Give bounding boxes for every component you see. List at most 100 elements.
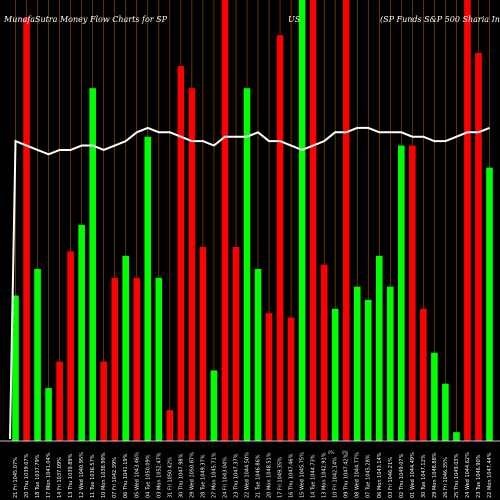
bar	[67, 251, 74, 441]
bar	[144, 136, 152, 441]
title-mid: US	[288, 15, 301, 24]
x-tick-label: 10 Mon 1038.99%	[101, 452, 107, 498]
bar	[166, 410, 174, 441]
bar	[12, 295, 19, 441]
bar	[111, 277, 119, 441]
bar	[431, 352, 438, 441]
bar	[398, 145, 405, 441]
bar	[486, 167, 493, 441]
x-tick-label: 13 Thu 1039.89%	[68, 453, 74, 498]
bar	[221, 0, 229, 441]
x-tick-label: 27 Mon 1045.71%	[211, 452, 217, 498]
bars	[12, 0, 493, 442]
x-tick-label: 03 Mon 1052.47%	[156, 452, 162, 498]
x-axis: 21 Fri 1045.07% 20 Thu 1039.07% 18 Tue 103…	[0, 440, 500, 498]
bar	[243, 88, 251, 441]
x-tick-label: 30 Tue 1047.12%	[421, 454, 427, 498]
x-tick-label: 14 Fri 1037.09%	[57, 457, 63, 498]
x-tick-label: 24 Wed 1044.62%	[465, 452, 471, 498]
bar	[331, 308, 339, 441]
x-tick-label: 20 Thu 1039.07%	[24, 453, 30, 498]
x-tick-label: 20 Mon 1048.51%	[267, 452, 273, 498]
title-right: (SP Funds S&P 500 Sharia Indus	[380, 15, 500, 24]
bar	[177, 66, 185, 442]
x-tick-label: 01 Wed 1044.49%	[410, 452, 416, 498]
bar	[309, 0, 317, 441]
x-tick-label: 02 Thu 1049.07%	[399, 453, 405, 498]
bar	[442, 383, 449, 441]
bar	[265, 313, 273, 441]
bar	[78, 224, 85, 441]
flow-line-path	[9, 126, 490, 440]
x-mark-label: 0%	[342, 450, 349, 455]
x-tick-label: 15 Wed 1045.75%	[300, 452, 306, 498]
x-tick-label: 22 Mon 1047.44%	[487, 452, 493, 498]
x-tick-label: 06 Thu 1041.19%	[123, 453, 129, 498]
x-tick-label: 16 Thu 1047.46%	[289, 453, 295, 498]
bar	[56, 361, 63, 441]
x-tick-label: 28 Tue 1049.37%	[200, 454, 206, 498]
x-tick-label: 08 Wed 1044.77%	[355, 452, 361, 498]
bar	[210, 370, 218, 441]
x-tick-label: 10 Fri 1042.14%	[333, 457, 339, 498]
x-tick-label: 17 Mon 1041.04%	[46, 452, 52, 498]
x-tick-label: 22 Wed 1044.50%	[244, 452, 250, 498]
bar	[122, 255, 130, 441]
x-tick-label: 17 Fri 1049.35%	[278, 457, 284, 498]
bar	[34, 269, 41, 441]
bar	[155, 277, 163, 441]
x-tick-label: 04 Tue 1050.09%	[145, 454, 151, 498]
bar	[133, 277, 141, 441]
x-tick-label: 29 Mon 1048.88%	[432, 452, 438, 498]
bar	[342, 0, 350, 441]
bar	[45, 388, 52, 441]
bar	[364, 299, 372, 441]
x-tick-label: 18 Tue 1037.79%	[35, 454, 41, 498]
x-tick-label: 14 Tue 1044.73%	[311, 454, 317, 498]
x-tick-label: 05 Wed 1043.46%	[134, 452, 140, 498]
x-tick-label: 31 Fri 1050.42%	[167, 457, 173, 498]
flow-line	[9, 126, 490, 440]
x-tick-label: 26 Fri 1046.35%	[443, 457, 449, 498]
bar	[100, 361, 107, 441]
bar	[420, 308, 427, 441]
bar	[353, 286, 361, 441]
x-tick-label: 24 Fri 1043.04%	[222, 457, 228, 498]
bar	[375, 255, 383, 441]
bar	[287, 317, 295, 441]
bar	[464, 0, 471, 441]
bar	[276, 35, 284, 441]
chart-title: MunafaSutra Money Flow Charts for SP US …	[3, 15, 500, 24]
x-tick-label: 03 Fri 1046.21%	[388, 457, 394, 498]
x-tick-label: 25 Thu 1049.03%	[454, 453, 460, 498]
x-tick-label: 29 Wed 1050.87%	[189, 452, 195, 498]
bar	[298, 0, 306, 441]
x-tick-label: 07 Fri 1042.39%	[112, 457, 118, 498]
bar	[23, 17, 30, 441]
x-tick-label: 11 Tue 1036.57%	[90, 454, 96, 498]
bar	[254, 269, 262, 441]
x-tick-label: 30 Thu 1047.98%	[178, 453, 184, 498]
bar	[386, 286, 394, 441]
x-tick-label: 23 Tue 1046.90%	[476, 454, 482, 498]
bar	[453, 432, 460, 441]
x-tick-label: 09 Thu 1047.42%	[344, 453, 350, 498]
title-left: MunafaSutra Money Flow Charts for SP	[3, 15, 168, 24]
x-tick-label: 21 Fri 1045.07%	[13, 457, 19, 498]
bar	[188, 88, 196, 441]
x-tick-label: 12 Wed 1040.95%	[79, 452, 85, 498]
bar	[320, 264, 328, 441]
bar	[409, 145, 416, 441]
x-mark-label: 0%	[328, 450, 335, 455]
x-tick-label: 06 Mon 1043.14%	[377, 452, 383, 498]
x-tick-label: 13 Mon 1042.91%	[322, 452, 328, 498]
bar	[232, 246, 240, 441]
bar	[475, 52, 482, 442]
x-tick-label: 07 Tue 1045.28%	[366, 454, 372, 498]
bar	[199, 246, 207, 441]
bar	[89, 88, 96, 441]
x-tick-label: 21 Tue 1046.86%	[256, 454, 262, 498]
x-tick-label: 23 Thu 1047.37%	[233, 453, 239, 498]
